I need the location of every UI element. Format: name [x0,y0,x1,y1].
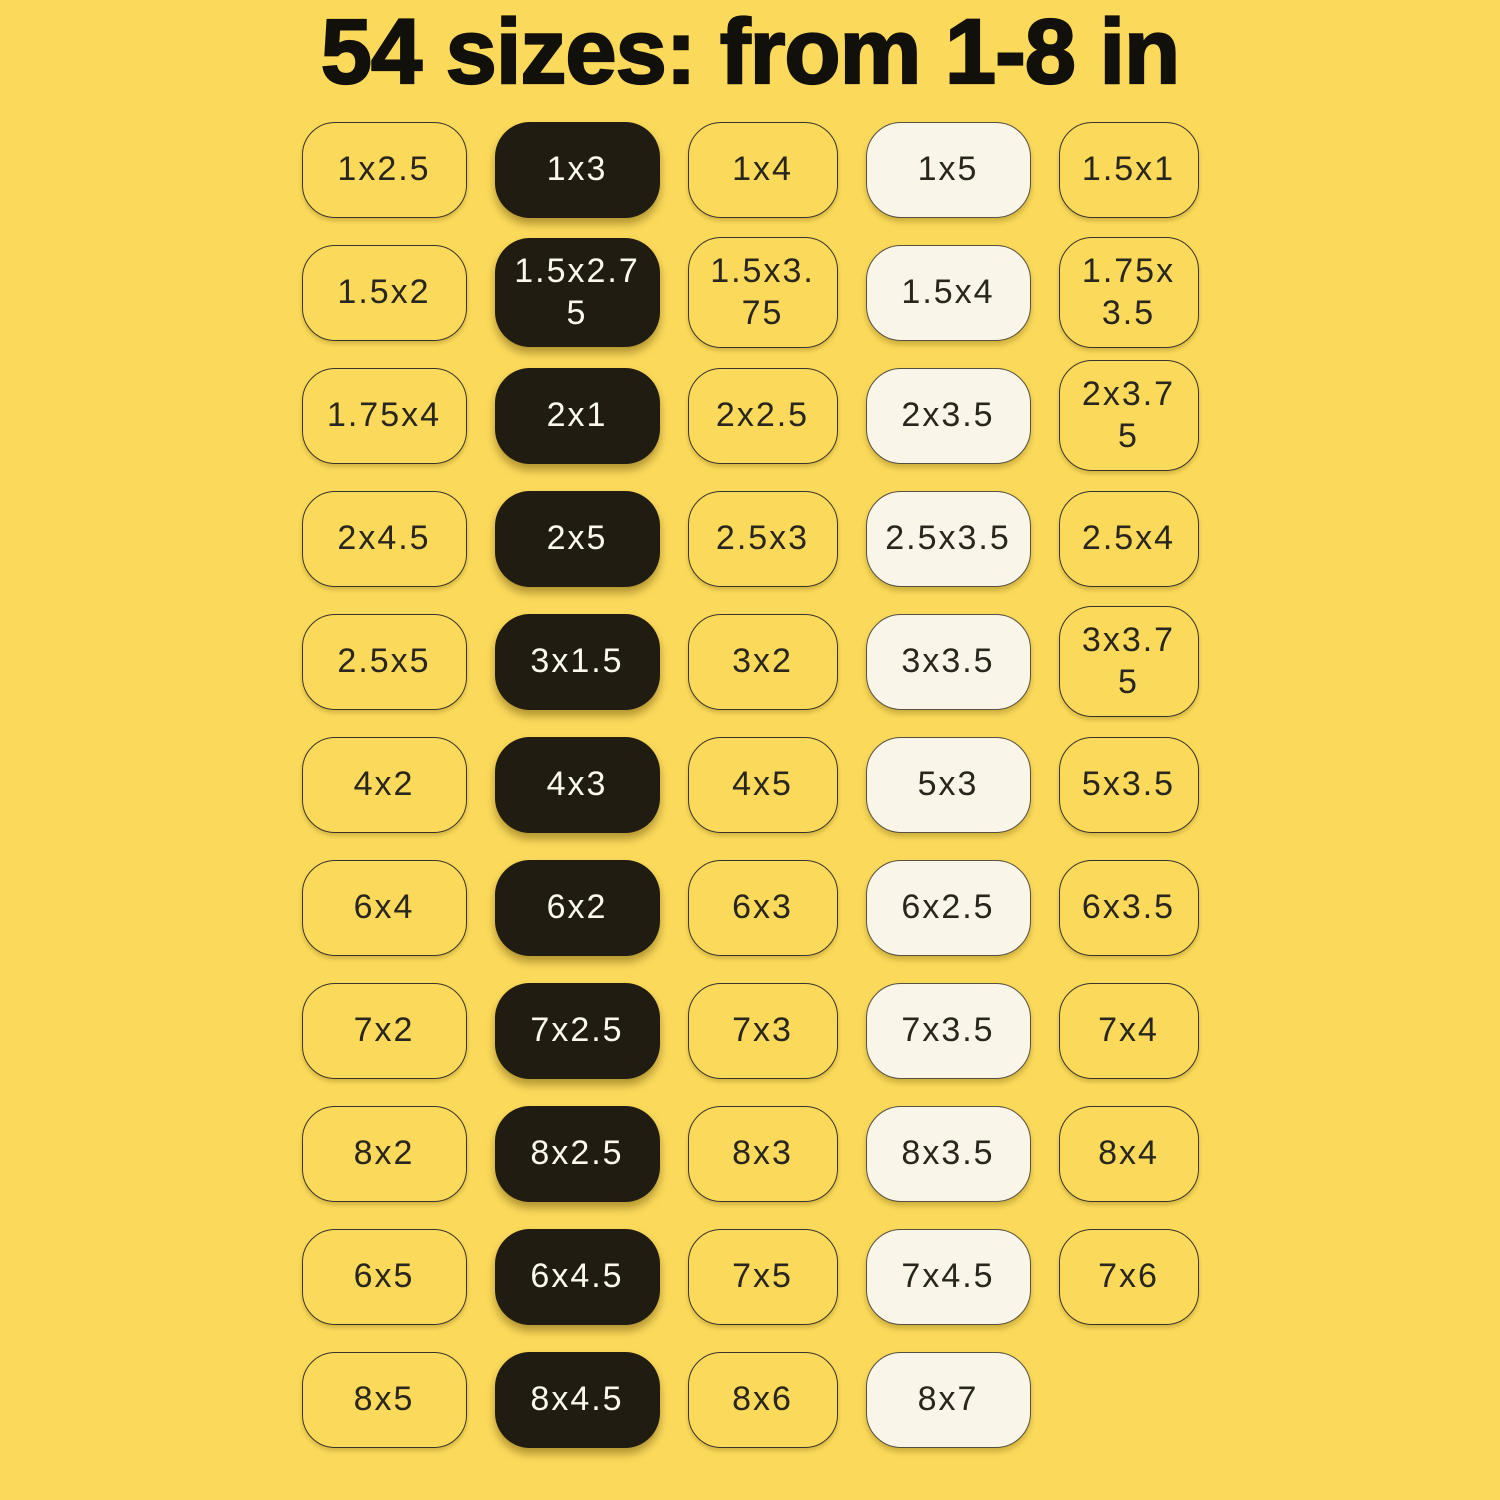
size-badge: 7x2.5 [494,982,660,1079]
size-badge: 8x3.5 [865,1105,1031,1202]
size-badge: 8x4.5 [494,1351,660,1448]
size-badge: 1x5 [865,121,1031,218]
size-badge: 6x4 [301,859,467,956]
size-badge: 8x7 [865,1351,1031,1448]
size-badge: 3x1.5 [494,613,660,710]
size-badge: 2.5x3 [687,490,838,587]
size-badge: 8x2 [301,1105,467,1202]
size-badge: 7x2 [301,982,467,1079]
sizes-grid: 1x2.5 1x3 1x4 1x5 1.5x1 1.5x2 1.5x2.75 1.5x3.75… [0,121,1500,1448]
size-badge: 7x5 [687,1228,838,1325]
size-badge: 8x5 [301,1351,467,1448]
size-badge: 8x4 [1058,1105,1199,1202]
size-badge: 2x3.5 [865,367,1031,464]
size-badge: 2x4.5 [301,490,467,587]
size-badge: 5x3.5 [1058,736,1199,833]
size-badge: 7x4 [1058,982,1199,1079]
size-badge: 4x5 [687,736,838,833]
size-badge: 7x3.5 [865,982,1031,1079]
size-badge: 8x2.5 [494,1105,660,1202]
size-badge: 2.5x5 [301,613,467,710]
size-badge: 1x3 [494,121,660,218]
size-badge: 2.5x3.5 [865,490,1031,587]
size-badge: 2x5 [494,490,660,587]
size-badge: 1x4 [687,121,838,218]
size-badge: 1.5x3.75 [687,237,838,349]
size-badge: 7x3 [687,982,838,1079]
size-badge: 8x3 [687,1105,838,1202]
size-badge: 1.5x2 [301,244,467,341]
size-badge: 2x1 [494,367,660,464]
size-badge: 1.5x2.75 [494,238,660,348]
size-badge: 3x3.75 [1058,606,1199,718]
size-badge: 1x2.5 [301,121,467,218]
size-badge: 1.5x4 [865,244,1031,341]
page-title: 54 sizes: from 1-8 in [320,1,1182,103]
size-badge: 3x2 [687,613,838,710]
size-badge: 1.5x1 [1058,121,1199,218]
size-badge: 6x5 [301,1228,467,1325]
size-badge: 7x6 [1058,1228,1199,1325]
size-badge: 6x2 [494,859,660,956]
size-badge: 4x2 [301,736,467,833]
size-badge: 2x3.75 [1058,360,1199,472]
size-badge: 2x2.5 [687,367,838,464]
size-badge: 7x4.5 [865,1228,1031,1325]
size-badge: 6x4.5 [494,1228,660,1325]
size-badge: 1.75x3.5 [1058,237,1199,349]
size-badge: 4x3 [494,736,660,833]
size-badge: 3x3.5 [865,613,1031,710]
size-badge: 6x3.5 [1058,859,1199,956]
size-badge: 1.75x4 [301,367,467,464]
size-badge: 8x6 [687,1351,838,1448]
size-badge: 2.5x4 [1058,490,1199,587]
size-badge: 6x3 [687,859,838,956]
size-badge: 6x2.5 [865,859,1031,956]
size-badge: 5x3 [865,736,1031,833]
